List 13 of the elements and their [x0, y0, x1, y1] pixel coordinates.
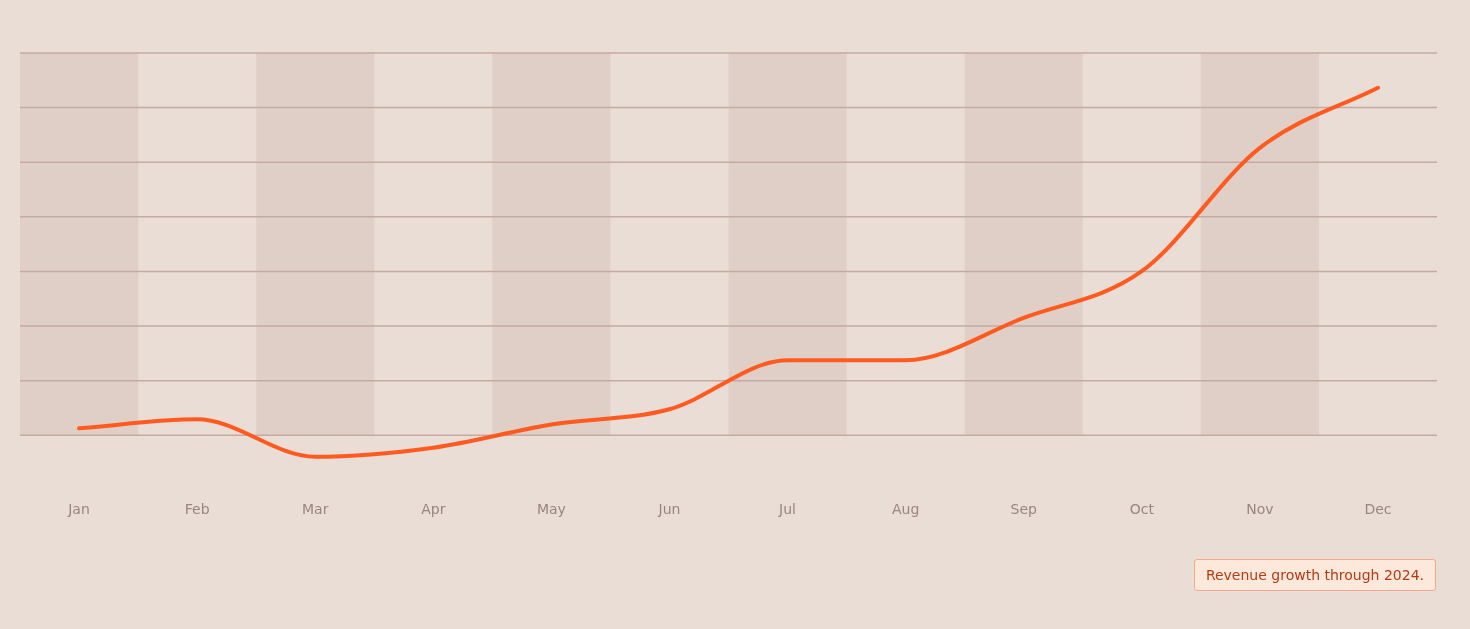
x-tick-label: Jun: [657, 501, 681, 518]
x-tick-label: Sep: [1010, 501, 1038, 518]
x-tick-label: Nov: [1246, 501, 1274, 518]
x-tick-label: Jan: [67, 501, 90, 518]
x-tick-label: Oct: [1129, 501, 1155, 518]
x-tick-label: Dec: [1364, 501, 1392, 518]
text: Revenue growth through 2024.: [1193, 559, 1436, 591]
x-tick-label: Mar: [302, 501, 329, 518]
x-tick-label: Jul: [778, 501, 796, 518]
x-tick-label: Feb: [184, 501, 210, 518]
x-tick-label: Apr: [421, 501, 446, 518]
x-tick-label: May: [536, 501, 566, 518]
x-tick-label: Aug: [891, 501, 920, 518]
